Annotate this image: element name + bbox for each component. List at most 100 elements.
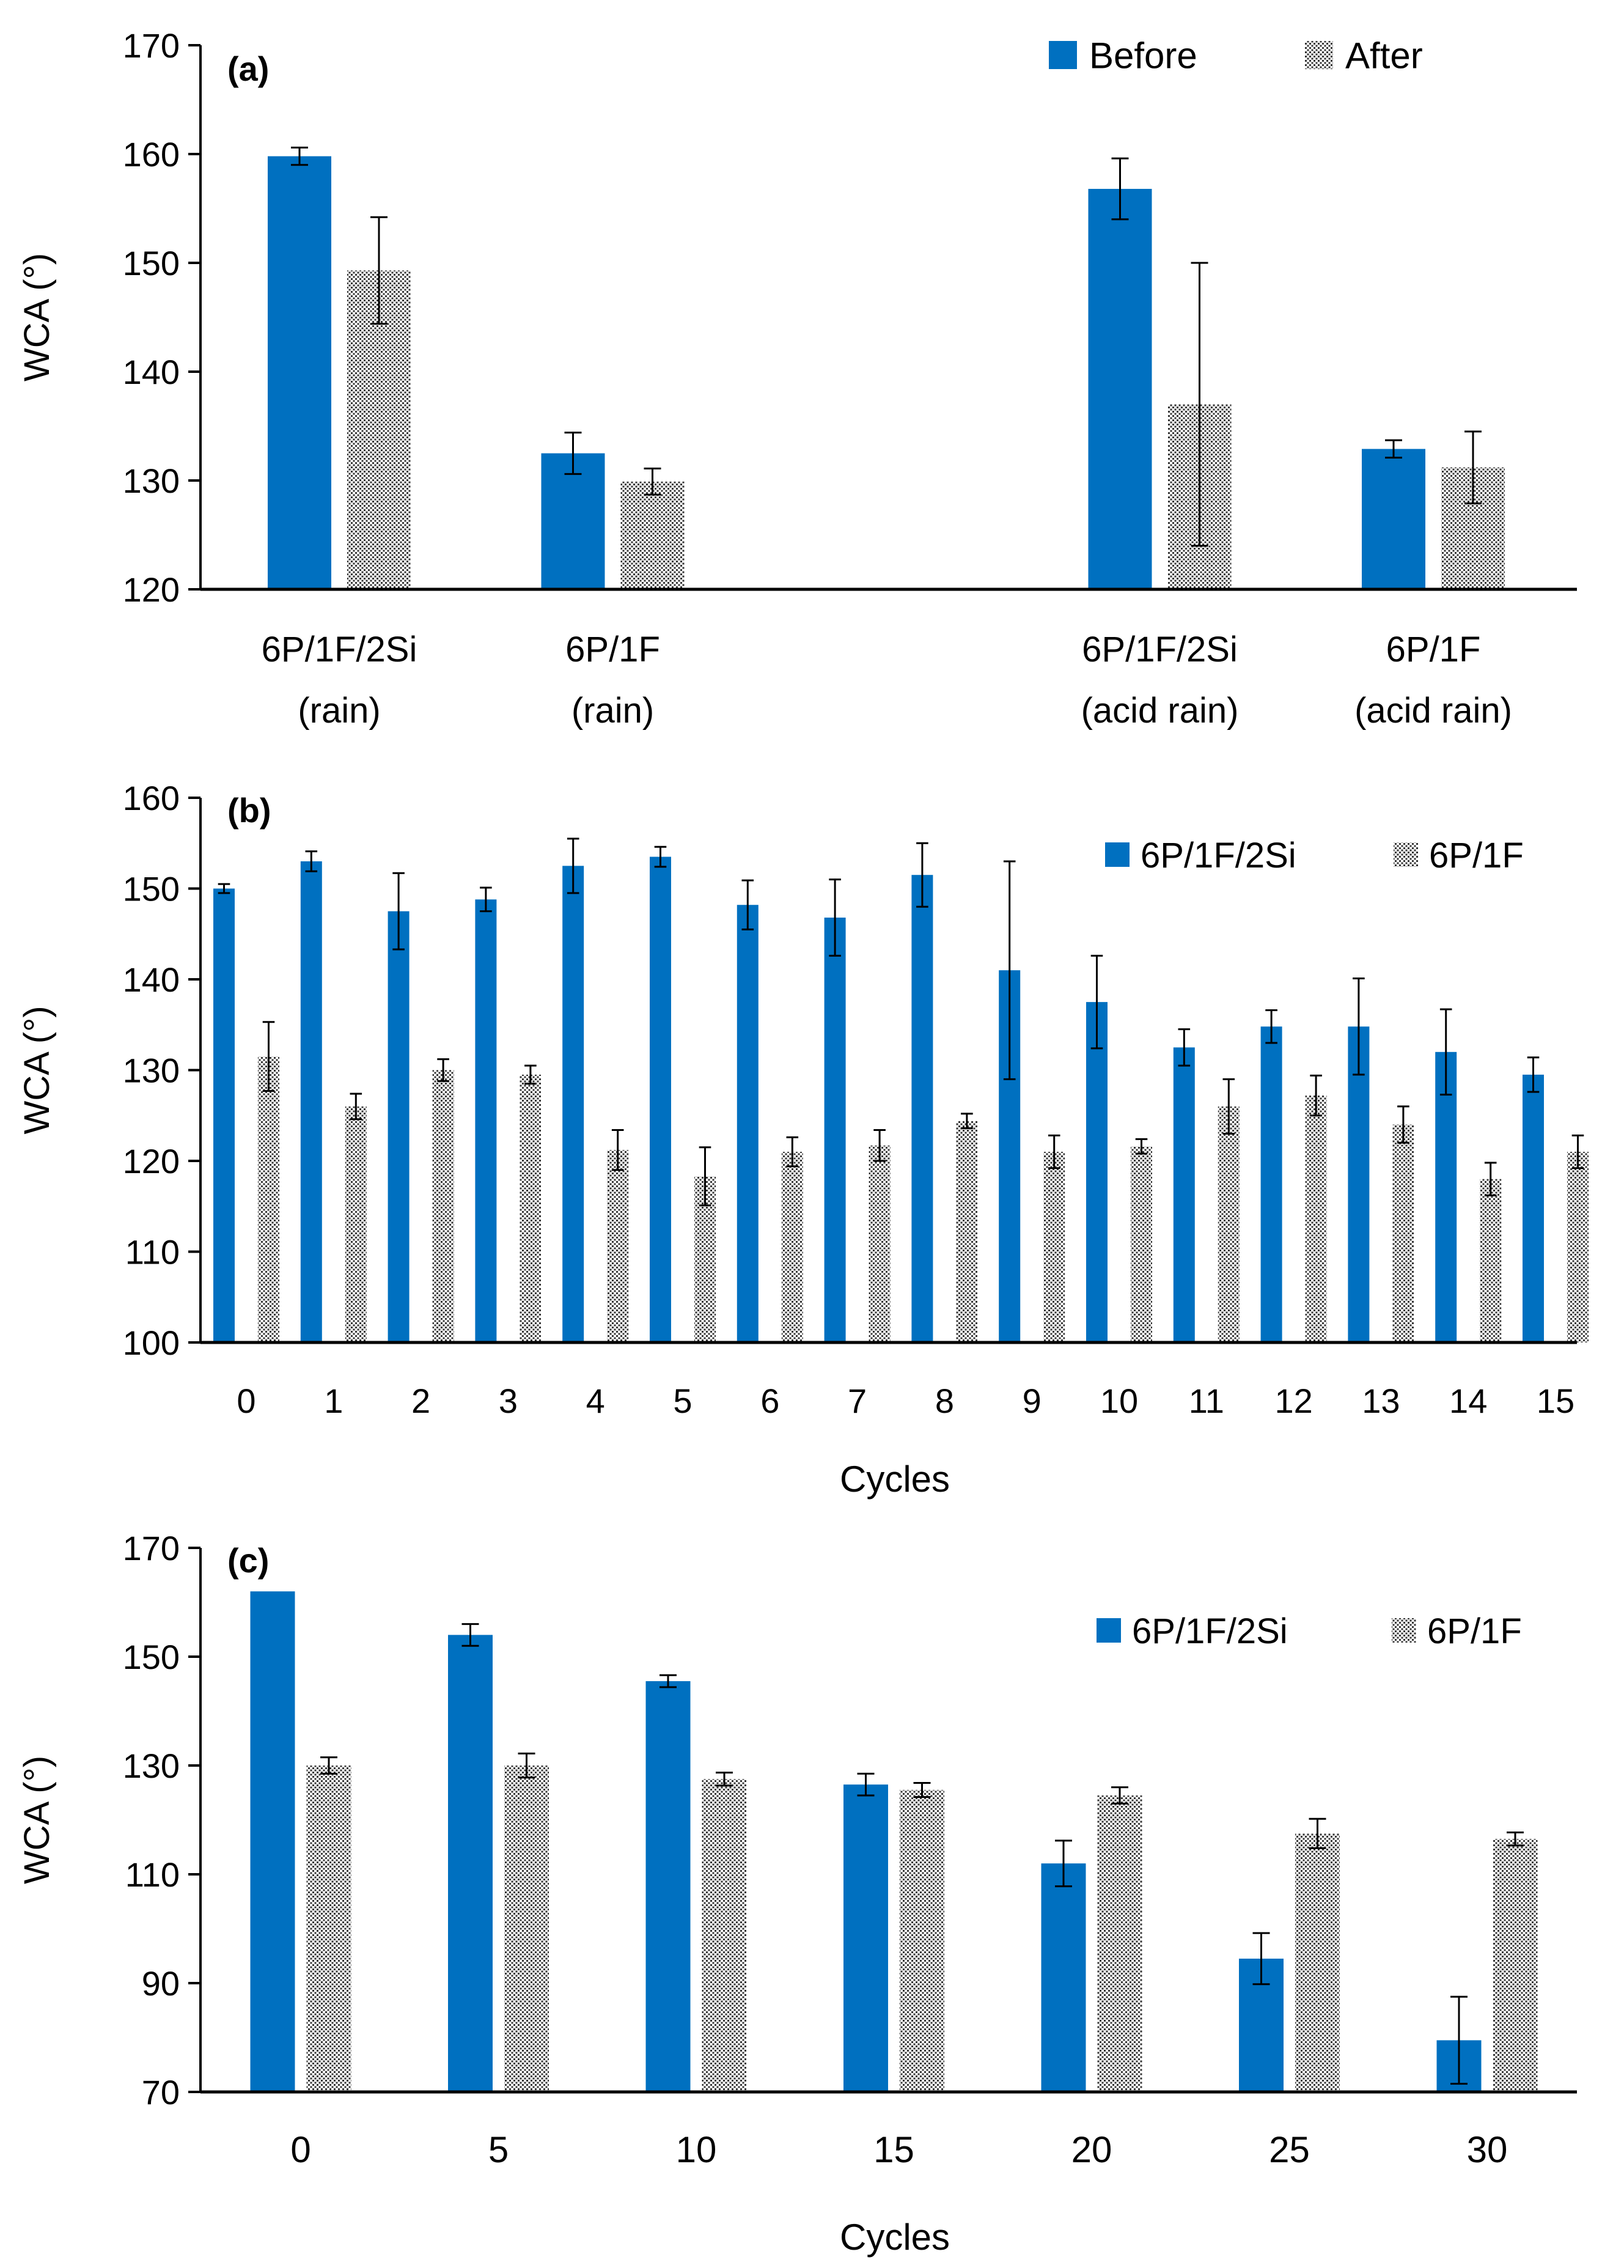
bar-6p-1f-2si-5 <box>650 856 671 1342</box>
x-tick-label: 0 <box>237 1382 255 1420</box>
y-ticks-group: 100 110 120 130 140 150 160 <box>123 779 200 1362</box>
legend-swatch-6p-1f <box>1394 842 1418 867</box>
bar-6p-1f-2si-2 <box>645 1681 691 2092</box>
bar-before-1 <box>541 453 605 589</box>
legend-label-6p-1f-2si: 6P/1F/2Si <box>1132 1611 1288 1651</box>
x-tick-label-line1: 6P/1F <box>1386 630 1481 669</box>
legend-label-6p-1f-2si: 6P/1F/2Si <box>1141 836 1296 875</box>
y-tick-label: 170 <box>123 26 180 65</box>
bar-6p-1f-2si-1 <box>300 861 322 1342</box>
y-tick-label: 150 <box>123 244 180 282</box>
bar-6p-1f-2si-6 <box>737 905 759 1342</box>
bar-6p-1f-6 <box>1493 1839 1538 2092</box>
x-tick-label: 30 <box>1467 2129 1508 2170</box>
bar-6p-1f-2si-12 <box>1260 1026 1282 1342</box>
y-tick-label: 120 <box>123 1142 180 1180</box>
legend: Before After <box>1049 35 1423 76</box>
legend-swatch-after <box>1305 41 1333 69</box>
bar-6p-1f-2si-4 <box>1041 1863 1086 2092</box>
error-bars-group <box>320 1623 1524 2085</box>
y-tick-label: 140 <box>123 960 180 999</box>
bar-6p-1f-2si-1 <box>448 1635 493 2092</box>
bar-before-0 <box>268 156 331 589</box>
panel-label: (a) <box>227 50 269 88</box>
legend-swatch-6p-1f <box>1392 1618 1416 1643</box>
y-axis-title: WCA (°) <box>17 1756 57 1884</box>
bar-6p-1f-2 <box>432 1070 454 1342</box>
bar-6p-1f-2si-4 <box>562 866 584 1342</box>
bar-6p-1f-2si-15 <box>1523 1074 1544 1342</box>
x-tick-label-line1: 6P/1F <box>565 630 660 669</box>
x-tick-label: 10 <box>1100 1382 1138 1420</box>
bars-group <box>250 1591 1538 2092</box>
x-tick-label-line2: (rain) <box>298 691 380 731</box>
y-tick-label: 160 <box>123 779 180 817</box>
x-tick-label: 6 <box>760 1382 779 1420</box>
x-tick-label: 11 <box>1189 1382 1224 1420</box>
x-labels-group: 0 1 2 3 4 5 6 7 8 9 10 11 12 13 14 15 <box>237 1382 1574 1420</box>
bar-6p-1f-1 <box>345 1106 367 1342</box>
legend-swatch-6p-1f-2si <box>1105 842 1130 867</box>
panel-label: (c) <box>227 1541 269 1580</box>
bar-6p-1f-2si-2 <box>388 911 410 1342</box>
y-tick-label: 110 <box>125 1855 180 1894</box>
y-tick-label: 120 <box>123 570 180 609</box>
x-tick-label: 12 <box>1274 1382 1312 1420</box>
y-tick-label: 90 <box>142 1964 180 2003</box>
bar-6p-1f-2 <box>702 1779 747 2092</box>
bars-group <box>213 856 1589 1342</box>
bar-6p-1f-2si-7 <box>824 918 846 1342</box>
bar-before-4 <box>1362 449 1425 589</box>
chart-panel-c: 70 90 110 130 150 170 0 5 10 15 20 25 30 WCA (°) Cy… <box>17 1529 1577 2258</box>
bar-6p-1f-2si-10 <box>1086 1002 1108 1342</box>
y-tick-label: 140 <box>123 353 180 391</box>
x-tick-label: 2 <box>411 1382 430 1420</box>
x-axis-title: Cycles <box>840 1459 950 1500</box>
x-tick-label: 0 <box>290 2129 310 2170</box>
bar-after-1 <box>620 481 685 589</box>
x-tick-label: 15 <box>1537 1382 1574 1420</box>
x-tick-label-line1: 6P/1F/2Si <box>262 630 417 669</box>
y-ticks-group: 120 130 140 150 160 170 <box>123 26 200 609</box>
x-tick-label: 13 <box>1362 1382 1400 1420</box>
x-tick-label: 3 <box>499 1382 518 1420</box>
x-tick-label: 20 <box>1071 2129 1112 2170</box>
y-tick-label: 150 <box>123 870 180 908</box>
bar-6p-1f-4 <box>607 1150 629 1342</box>
legend: 6P/1F/2Si 6P/1F <box>1097 1611 1522 1651</box>
x-labels-group: 6P/1F/2Si (rain) 6P/1F (rain) 6P/1F/2Si (acid… <box>262 630 1512 731</box>
bar-6p-1f-14 <box>1480 1179 1502 1342</box>
y-tick-label: 130 <box>123 1051 180 1090</box>
x-tick-label: 15 <box>873 2129 914 2170</box>
bar-6p-1f-11 <box>1218 1106 1240 1342</box>
y-tick-label: 100 <box>123 1324 180 1362</box>
chart-panel-a: 120 130 140 150 160 170 6P/1F/2Si (rain) 6P/1F (… <box>17 26 1577 731</box>
x-tick-label: 5 <box>488 2129 509 2170</box>
y-tick-label: 170 <box>123 1529 180 1567</box>
bar-before-3 <box>1088 188 1152 590</box>
x-tick-label-line2: (acid rain) <box>1081 691 1239 731</box>
legend-label-6p-1f: 6P/1F <box>1427 1611 1522 1651</box>
y-tick-label: 70 <box>142 2073 180 2112</box>
x-tick-label: 5 <box>673 1382 692 1420</box>
bar-6p-1f-2si-0 <box>213 888 235 1342</box>
bar-6p-1f-2si-3 <box>475 899 497 1342</box>
x-tick-label: 1 <box>324 1382 343 1420</box>
x-tick-label: 9 <box>1023 1382 1042 1420</box>
bar-6p-1f-2si-14 <box>1435 1051 1457 1342</box>
y-tick-label: 130 <box>123 1747 180 1785</box>
legend-label-6p-1f: 6P/1F <box>1429 836 1524 875</box>
bar-6p-1f-6 <box>781 1152 803 1342</box>
y-axis-title: WCA (°) <box>17 1006 57 1134</box>
bar-6p-1f-2si-8 <box>911 875 933 1342</box>
x-tick-label-line2: (acid rain) <box>1354 691 1512 731</box>
y-tick-label: 160 <box>123 135 180 174</box>
bar-6p-1f-2si-3 <box>843 1784 888 2092</box>
x-tick-label: 8 <box>935 1382 954 1420</box>
y-tick-label: 130 <box>123 462 180 500</box>
y-ticks-group: 70 90 110 130 150 170 <box>123 1529 200 2112</box>
x-axis-title: Cycles <box>840 2217 950 2258</box>
x-tick-label: 14 <box>1449 1382 1487 1420</box>
error-bars-group <box>291 146 1482 547</box>
y-tick-label: 150 <box>123 1638 180 1676</box>
